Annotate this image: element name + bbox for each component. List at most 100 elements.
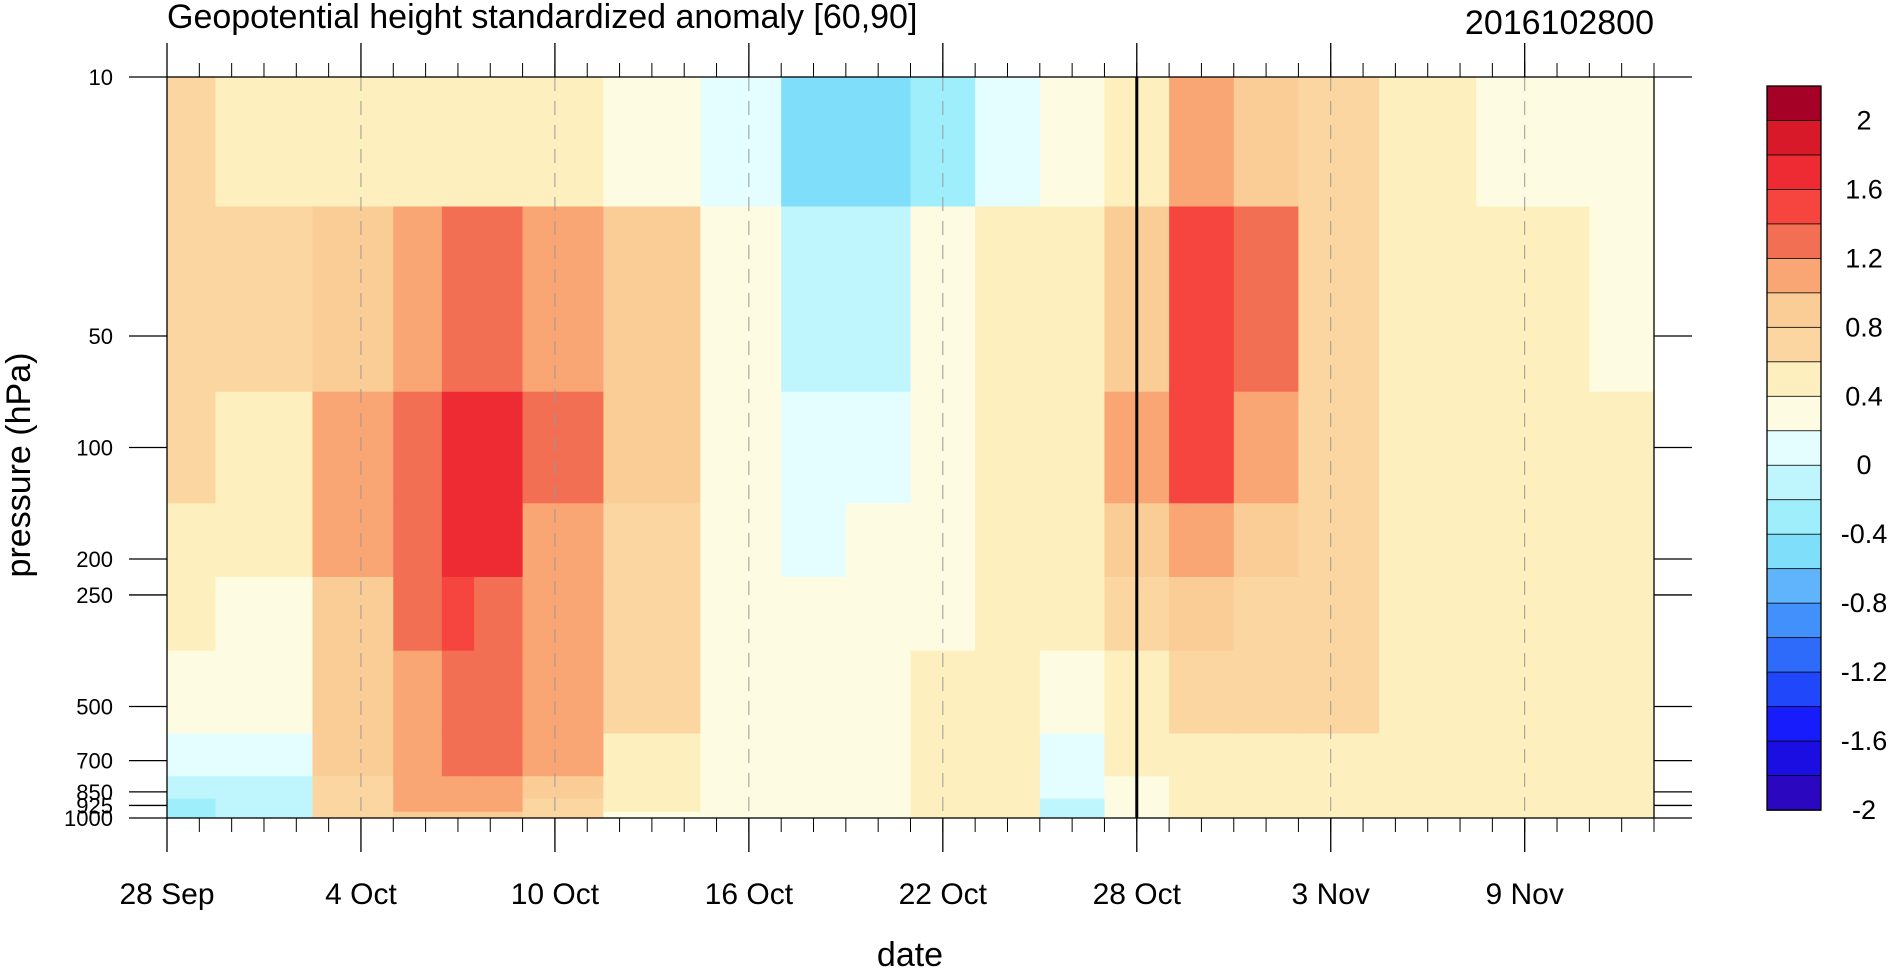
heat-cell — [1298, 776, 1380, 800]
heat-cell — [910, 811, 976, 818]
heat-cell — [1233, 776, 1300, 800]
heat-cell — [167, 206, 217, 393]
heat-cell — [975, 733, 1041, 777]
heat-cell — [845, 576, 912, 652]
colorbar-label: 0 — [1856, 450, 1871, 480]
heat-cell — [474, 811, 524, 818]
heat-cell — [1039, 503, 1106, 578]
heat-cell — [393, 391, 443, 504]
x-axis-label: date — [877, 936, 943, 969]
y-tick-label: 200 — [76, 547, 113, 572]
heat-cell — [1476, 576, 1590, 652]
heat-cell — [975, 776, 1041, 800]
heat-cell — [441, 503, 475, 578]
heat-cell — [393, 206, 443, 393]
heat-cell — [1589, 576, 1654, 652]
heat-cell — [1169, 503, 1235, 578]
heat-cell — [700, 798, 782, 813]
heat-cell — [1233, 576, 1300, 652]
heat-cell — [1039, 811, 1106, 818]
y-tick-label: 50 — [89, 324, 113, 349]
y-tick-label: 100 — [76, 436, 113, 461]
heat-cell — [1589, 77, 1654, 208]
heat-cell — [312, 391, 394, 504]
heat-cell — [522, 650, 605, 735]
colorbar-swatch — [1766, 671, 1822, 708]
heat-cell — [845, 811, 912, 818]
heat-cell — [1589, 650, 1654, 735]
heat-cell — [1169, 776, 1235, 800]
colorbar-swatch — [1766, 464, 1822, 501]
heat-cell — [522, 77, 605, 208]
heat-cell — [1039, 733, 1106, 777]
heat-cell — [393, 798, 443, 813]
heat-cell — [167, 503, 217, 578]
heat-cell — [312, 798, 394, 813]
colorbar-swatch — [1766, 637, 1822, 673]
heat-cell — [781, 206, 847, 393]
heat-cell — [167, 733, 217, 777]
heat-cell — [1476, 206, 1590, 393]
colorbar-swatch — [1766, 154, 1822, 191]
heat-cell — [167, 576, 217, 652]
heat-cell — [1233, 206, 1300, 393]
heat-cell — [1039, 206, 1106, 393]
heat-cell — [1233, 650, 1300, 735]
heat-cell — [1379, 391, 1477, 504]
heat-cell — [1379, 77, 1477, 208]
heat-cell — [215, 391, 314, 504]
heat-cell — [1476, 503, 1590, 578]
heat-cell — [1379, 733, 1477, 777]
colorbar-swatch — [1766, 499, 1822, 535]
heat-cell — [215, 733, 314, 777]
colorbar-swatch — [1766, 223, 1822, 260]
heat-cell — [312, 811, 394, 818]
heat-cell — [312, 77, 394, 208]
y-tick-label: 500 — [76, 694, 113, 719]
heat-cell — [1589, 391, 1654, 504]
chart-title: Geopotential height standardized anomaly… — [167, 0, 917, 36]
heat-cell — [312, 206, 394, 393]
heat-cell — [1039, 391, 1106, 504]
heat-cell — [1233, 391, 1300, 504]
heat-cell — [1298, 576, 1380, 652]
heat-cell — [845, 77, 912, 208]
heat-cell — [441, 650, 475, 735]
heat-cell — [474, 650, 524, 735]
heat-cell — [975, 576, 1041, 652]
heat-cell — [1476, 776, 1590, 800]
colorbar: 2 1.6 1.2 0.8 0.4 0 -0.4 -0.8 -1.2 -1.6 -2 — [1766, 85, 1887, 825]
heat-cell — [1298, 733, 1380, 777]
heat-cell — [845, 798, 912, 813]
y-axis-label: pressure (hPa) — [0, 353, 38, 578]
x-tick-label: 16 Oct — [705, 878, 794, 911]
colorbar-swatch — [1766, 430, 1822, 467]
heat-cell — [522, 391, 605, 504]
heat-cell — [603, 576, 701, 652]
colorbar-label: 0.8 — [1845, 312, 1883, 342]
heat-cell — [215, 576, 314, 652]
heat-cell — [603, 650, 701, 735]
heat-cell — [975, 798, 1041, 813]
heat-cell — [441, 206, 475, 393]
heat-cell — [522, 733, 605, 777]
heat-cell — [700, 733, 782, 777]
colorbar-label: 1.2 — [1845, 243, 1883, 273]
y-tick-label: 700 — [76, 749, 113, 774]
heat-cell — [603, 391, 701, 504]
heat-cell — [441, 776, 475, 800]
heat-cell — [215, 206, 314, 393]
heat-cell — [474, 77, 524, 208]
heat-cell — [215, 776, 314, 800]
heat-cell — [700, 77, 782, 208]
heat-cell — [1169, 798, 1235, 813]
y-tick-label: 250 — [76, 583, 113, 608]
heat-cell — [781, 776, 847, 800]
heat-cell — [845, 206, 912, 393]
heat-cell — [1169, 391, 1235, 504]
heat-cell — [474, 206, 524, 393]
heat-cell — [910, 776, 976, 800]
heat-cell — [1169, 576, 1235, 652]
heat-cell — [215, 798, 314, 813]
